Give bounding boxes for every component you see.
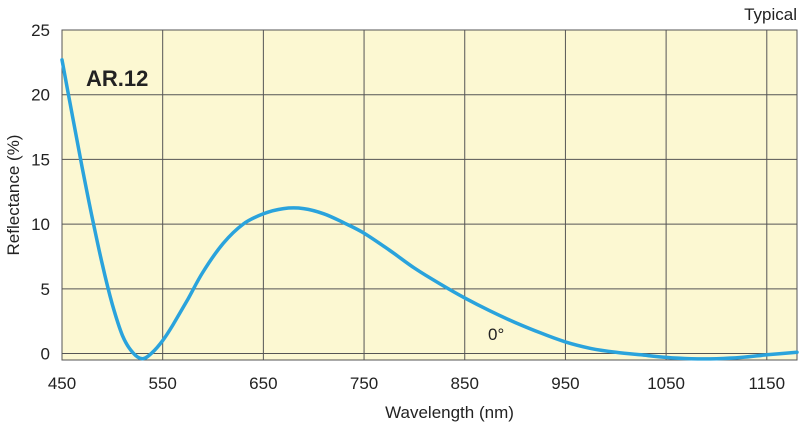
gridlines <box>62 30 797 360</box>
x-axis-label: Wavelength (nm) <box>385 403 514 422</box>
y-tick-label: 0 <box>41 345 50 364</box>
x-tick-label: 650 <box>249 374 277 393</box>
x-tick-label: 950 <box>551 374 579 393</box>
typical-label: Typical <box>744 5 797 24</box>
y-axis-label: Reflectance (%) <box>4 135 23 256</box>
chart-title: AR.12 <box>86 66 148 91</box>
y-tick-label: 10 <box>31 215 50 234</box>
x-tick-label: 550 <box>148 374 176 393</box>
x-tick-label: 1150 <box>749 374 786 393</box>
reflectance-curve-0deg <box>60 58 799 361</box>
x-tick-labels: 450 550 650 750 850 950 1050 1150 <box>48 374 785 393</box>
x-tick-label: 850 <box>451 374 479 393</box>
x-tick-label: 1050 <box>647 374 685 393</box>
y-tick-labels: 0 5 10 15 20 25 <box>31 21 50 364</box>
x-tick-label: 750 <box>350 374 378 393</box>
series-label-0deg: 0° <box>488 325 504 344</box>
y-tick-label: 5 <box>41 280 50 299</box>
y-tick-label: 20 <box>31 86 50 105</box>
x-tick-label: 450 <box>48 374 76 393</box>
plot-background <box>61 29 798 361</box>
y-tick-label: 15 <box>31 150 50 169</box>
y-tick-label: 25 <box>31 21 50 40</box>
